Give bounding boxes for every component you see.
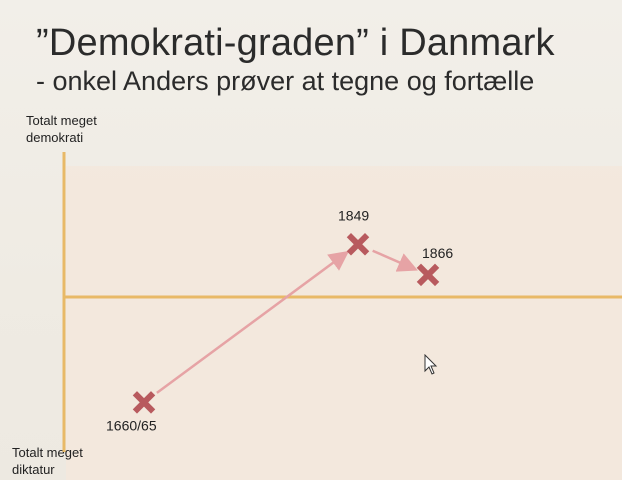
trend-arrow — [372, 249, 418, 272]
chart-panel — [66, 166, 622, 480]
y-axis-top-label: Totalt meget demokrati — [26, 113, 97, 145]
data-point-label: 1660/65 — [106, 417, 157, 433]
data-point-marker — [346, 233, 370, 256]
slide-title: ”Demokrati-graden” i Danmark — [36, 22, 555, 64]
slide-subtitle: - onkel Anders prøver at tegne og fortæl… — [36, 66, 535, 96]
data-point-marker — [416, 263, 440, 287]
mouse-cursor-icon — [424, 353, 438, 381]
data-point-label: 1866 — [422, 245, 453, 261]
trend-arrow — [156, 250, 350, 394]
data-point-label: 1849 — [338, 207, 369, 223]
data-point-marker — [132, 391, 156, 414]
